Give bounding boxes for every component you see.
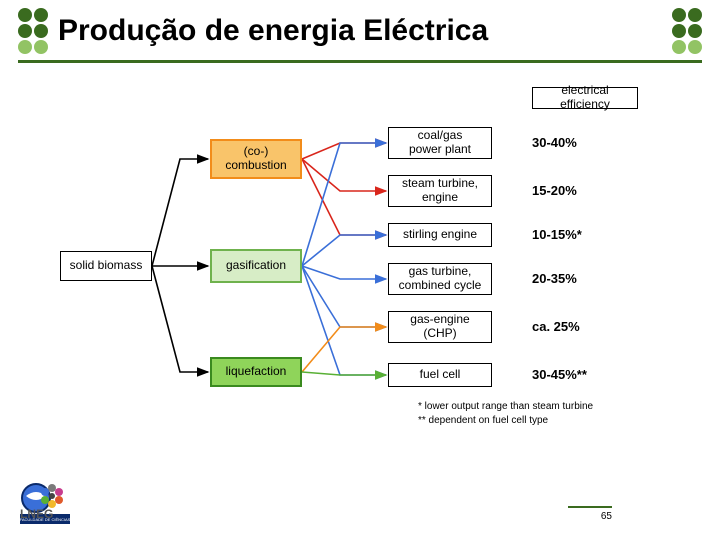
eff-3: 10-15%*: [532, 227, 582, 242]
logo-faculdade-icon: FACULDADE DE CIÊNCIAS: [18, 482, 72, 526]
svg-text:FACULDADE DE CIÊNCIAS: FACULDADE DE CIÊNCIAS: [20, 517, 71, 522]
source-box: solid biomass: [60, 251, 152, 281]
eff-5: ca. 25%: [532, 319, 580, 334]
eff-6: 30-45%**: [532, 367, 587, 382]
tech-fuelcell-box: fuel cell: [388, 363, 492, 387]
dots-left: [18, 8, 48, 54]
process-combustion-box: (co-) combustion: [210, 139, 302, 179]
process-gasification-box: gasification: [210, 249, 302, 283]
footer: 65 FACULDADE DE CIÊNCIAS LNEG: [0, 482, 720, 540]
header: Produção de energia Eléctrica: [0, 0, 720, 54]
svg-text:LNEG: LNEG: [20, 507, 53, 521]
tech-steamturbine-box: steam turbine, engine: [388, 175, 492, 207]
footer-rule: [568, 506, 612, 508]
dots-right: [672, 8, 702, 54]
eff-4: 20-35%: [532, 271, 577, 286]
footnote-1: * lower output range than steam turbine: [418, 401, 593, 412]
eff-2: 15-20%: [532, 183, 577, 198]
page-title: Produção de energia Eléctrica: [58, 14, 672, 48]
tech-gasturbine-box: gas turbine, combined cycle: [388, 263, 492, 295]
eff-1: 30-40%: [532, 135, 577, 150]
flow-diagram: electrical efficiency solid biomass (co-…: [0, 63, 720, 493]
tech-stirling-box: stirling engine: [388, 223, 492, 247]
footnote-2: ** dependent on fuel cell type: [418, 415, 548, 426]
efficiency-header-box: electrical efficiency: [532, 87, 638, 109]
page-number: 65: [601, 511, 612, 522]
tech-gasengine-box: gas-engine (CHP): [388, 311, 492, 343]
tech-powerplant-box: coal/gas power plant: [388, 127, 492, 159]
logo-lneg-icon: LNEG: [0, 482, 80, 526]
process-liquefaction-box: liquefaction: [210, 357, 302, 387]
